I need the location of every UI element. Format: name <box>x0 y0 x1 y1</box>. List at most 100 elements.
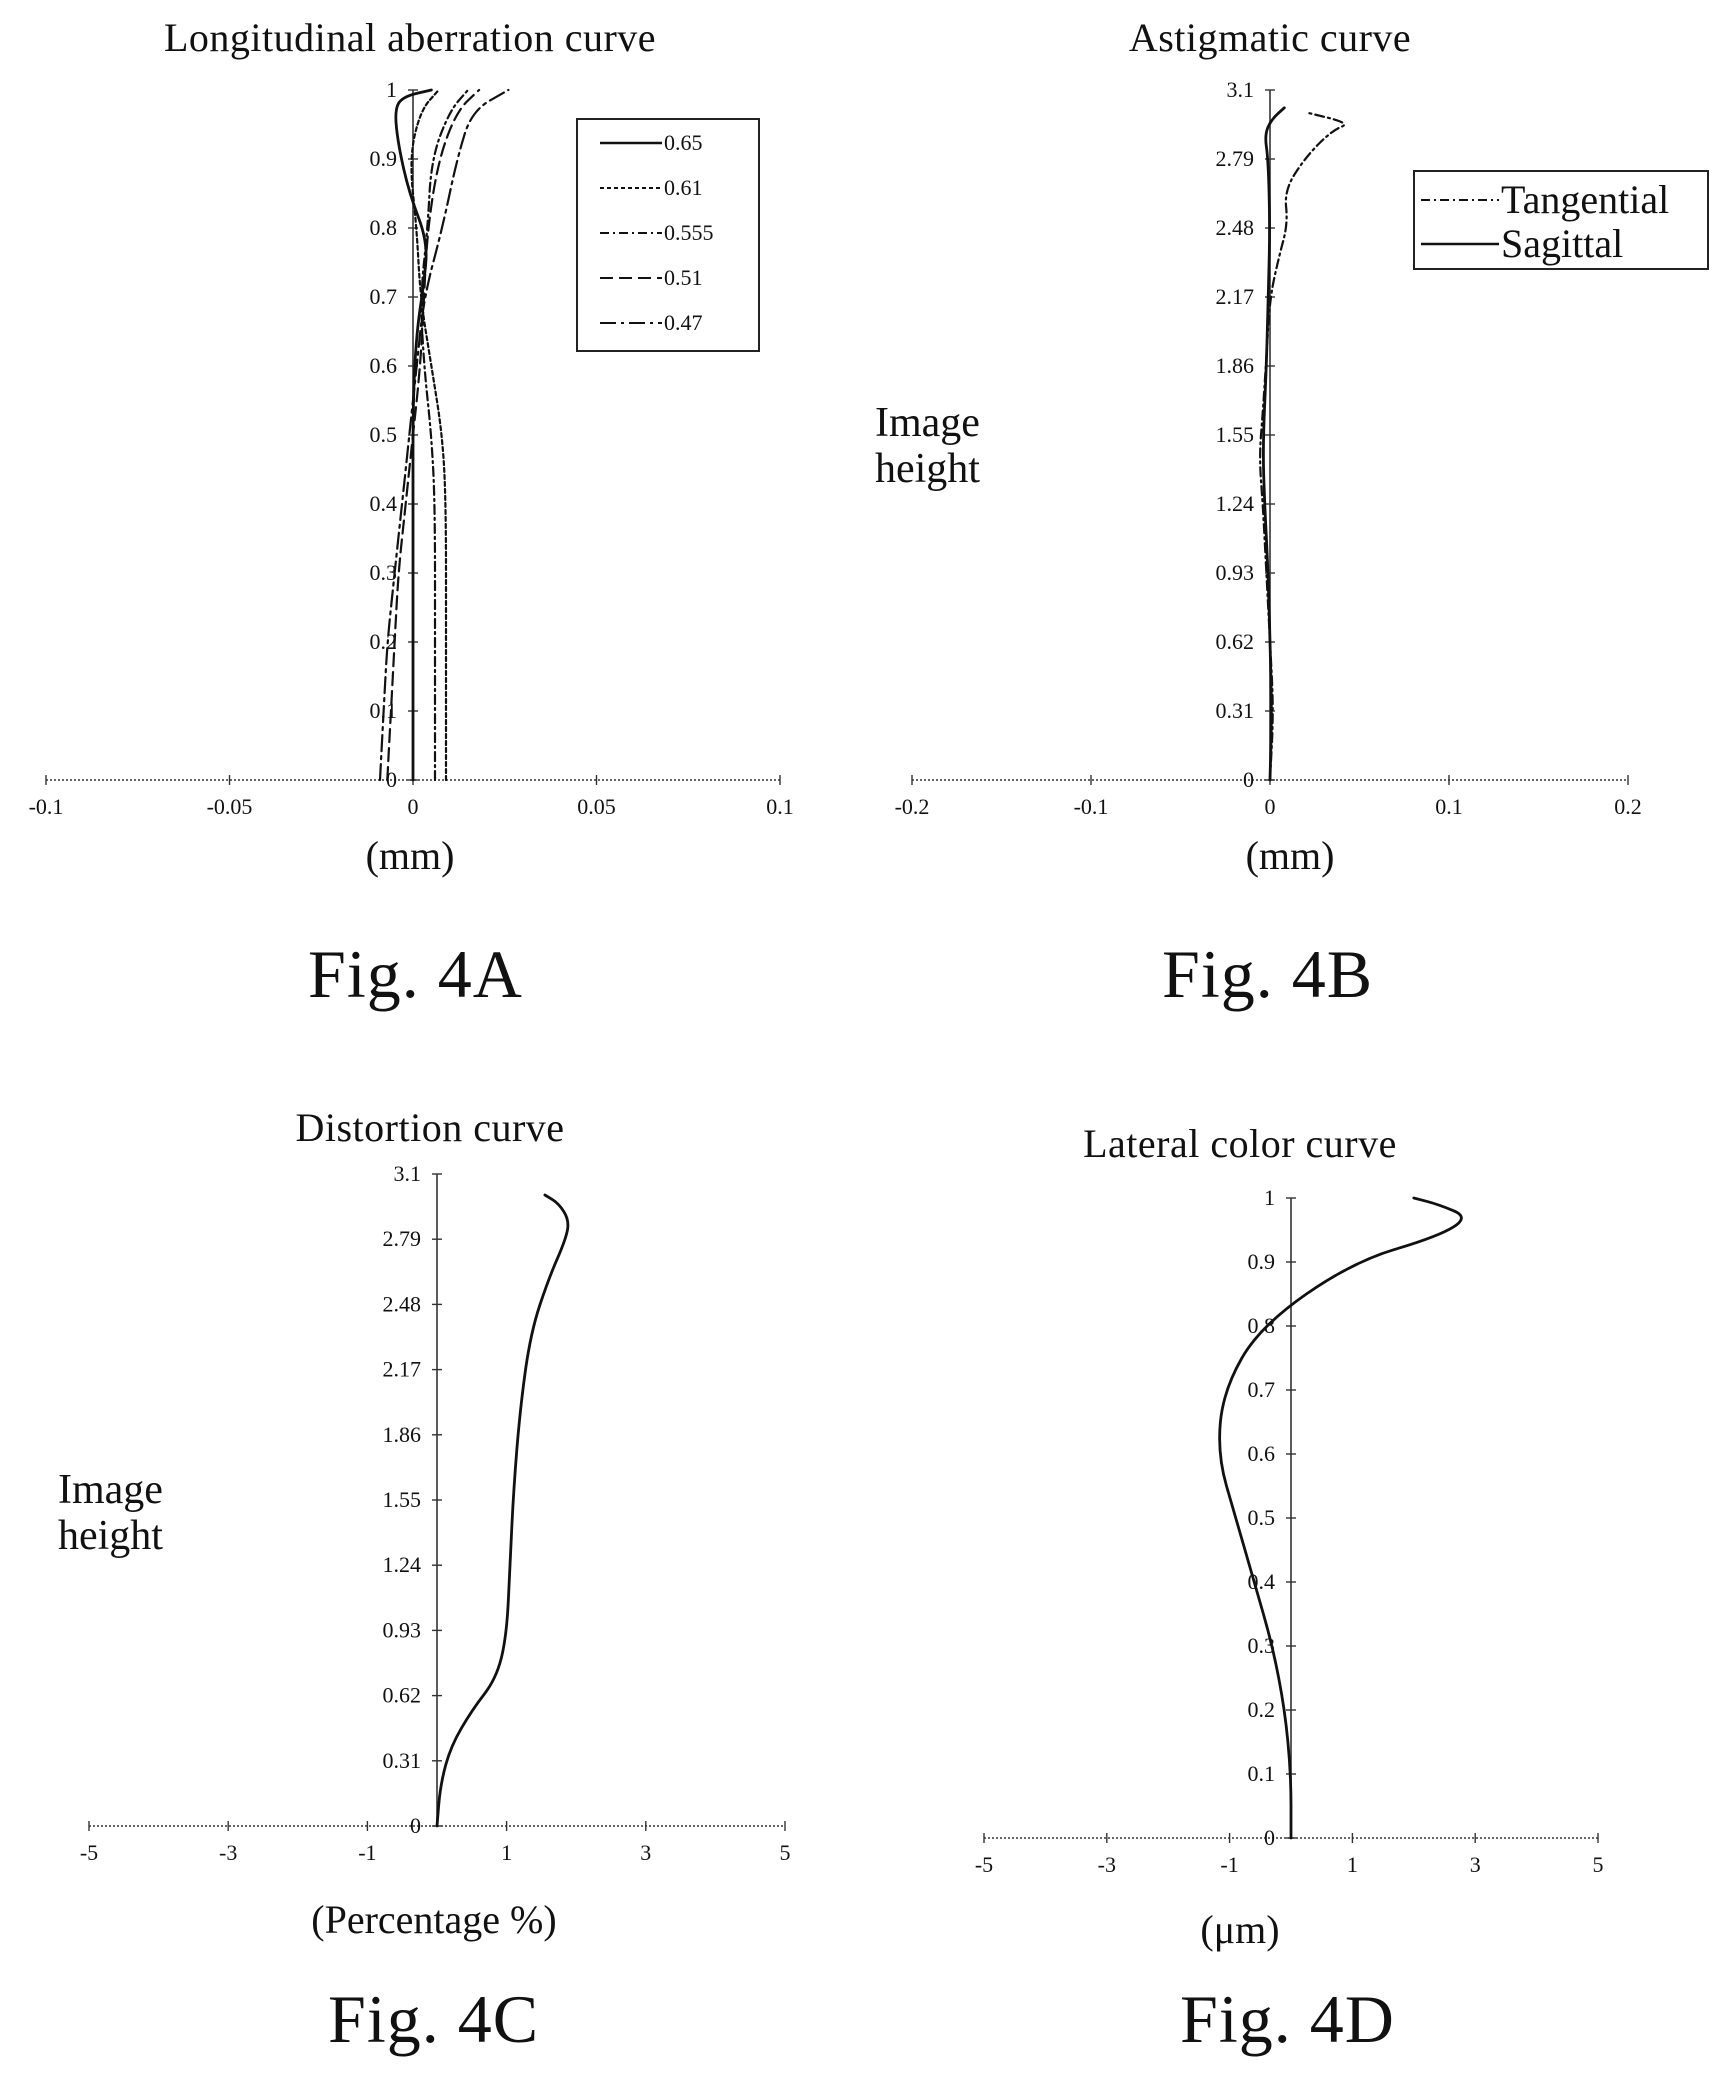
y-tick-label: 1.24 <box>1216 491 1255 516</box>
x-axis-label: (mm) <box>1245 833 1335 878</box>
x-tick-label: 3 <box>1470 1852 1481 1877</box>
series-line-0-65 <box>394 88 433 782</box>
x-tick-label: 3 <box>640 1840 651 1865</box>
y-tick-label: 0 <box>1264 1825 1275 1850</box>
figure-4d-panel: Lateral color curve -5 -3 -1 1 3 5 0 0.1 0.2 0.3 0… <box>860 1040 1733 2087</box>
y-tick-label: 0.3 <box>370 560 398 585</box>
y-tick-label: 0.5 <box>1248 1505 1276 1530</box>
figure-4b-panel: Astigmatic curve -0.2 -0.1 0 0.1 0.2 0 0.31 0.6… <box>860 0 1733 1040</box>
y-tick-label: 0.93 <box>383 1617 422 1642</box>
y-tick-label: 3.1 <box>1227 77 1255 102</box>
astigmatic-plot: -0.2 -0.1 0 0.1 0.2 0 0.31 0.62 0.93 1.24 1.55 1.86… <box>895 77 1642 819</box>
legend-label: 0.555 <box>664 220 714 245</box>
y-tick-label: 1.86 <box>1216 353 1255 378</box>
x-tick-label: 0 <box>408 794 419 819</box>
x-tick-label: 0.05 <box>577 794 616 819</box>
y-tick-label: 1.55 <box>383 1487 422 1512</box>
x-tick-label: -5 <box>80 1840 98 1865</box>
y-tick-label: 0.5 <box>370 422 398 447</box>
x-tick-label: -0.1 <box>29 794 64 819</box>
y-tick-label: 3.1 <box>394 1161 422 1186</box>
x-tick-label: 0.1 <box>766 794 794 819</box>
y-tick-label: 0.31 <box>383 1748 422 1773</box>
legend-label: Tangential <box>1501 177 1670 222</box>
y-tick-label: 0 <box>410 1813 421 1838</box>
legend-label: 0.51 <box>664 265 703 290</box>
series-line-0-555 <box>420 88 470 782</box>
y-tick-label: 2.48 <box>383 1291 422 1316</box>
figure-4a-panel: Longitudinal aberration curve -0.1 -0.05 0… <box>0 0 860 1040</box>
y-tick-label: 2.17 <box>1216 284 1255 309</box>
lateral-color-plot: -5 -3 -1 1 3 500.10.20.30.40.50.60.70.80.91 <box>975 1185 1604 1877</box>
y-tick-label: 2.48 <box>1216 215 1255 240</box>
x-tick-label: -0.2 <box>895 794 930 819</box>
y-tick-label: 0.93 <box>1216 560 1255 585</box>
legend-label: Sagittal <box>1501 221 1624 266</box>
figure-caption: Fig. 4A <box>308 936 523 1012</box>
x-axis-label: (Percentage %) <box>311 1897 557 1942</box>
chart-title: Distortion curve <box>295 1105 565 1150</box>
y-tick-label: 0 <box>1243 767 1254 792</box>
legend-item: 0.47 <box>598 308 703 338</box>
legend-item: 0.65 <box>598 128 703 158</box>
legend: Tangential Sagittal <box>1413 170 1709 270</box>
series-line-sagittal <box>1262 106 1286 782</box>
series-line-curve-0 <box>1218 1196 1463 1840</box>
x-tick-label: 0.1 <box>1435 794 1463 819</box>
y-tick-label: 1 <box>1264 1185 1275 1210</box>
x-tick-label: 1 <box>1347 1852 1358 1877</box>
series-line-0-61 <box>410 88 448 782</box>
y-tick-label: 0 <box>386 767 397 792</box>
x-tick-label: 5 <box>780 1840 791 1865</box>
x-axis-label: (μm) <box>1200 1907 1280 1952</box>
y-tick-label: 2.17 <box>383 1357 422 1382</box>
legend: 0.65 0.61 0.555 0.51 0.47 <box>576 118 760 352</box>
x-tick-label: -0.05 <box>207 794 253 819</box>
y-tick-label: 0.7 <box>370 284 398 309</box>
longitudinal-aberration-plot: -0.1 -0.05 0 0.05 0.100.10.20.30.40.50.60.70… <box>29 77 794 819</box>
x-tick-label: 5 <box>1593 1852 1604 1877</box>
chart-title: Longitudinal aberration curve <box>163 15 657 60</box>
legend-label: 0.65 <box>664 130 703 155</box>
y-tick-label: 1.24 <box>383 1552 422 1577</box>
y-tick-label: 0.4 <box>370 491 398 516</box>
x-tick-label: -0.1 <box>1074 794 1109 819</box>
series-line-0-51 <box>386 88 481 782</box>
x-tick-label: 0 <box>1265 794 1276 819</box>
figure-caption: Fig. 4B <box>1162 936 1374 1012</box>
legend-item: Tangential <box>1419 176 1669 223</box>
legend-item: 0.555 <box>598 218 714 248</box>
legend-item: Sagittal <box>1419 220 1623 267</box>
x-tick-label: -5 <box>975 1852 993 1877</box>
y-tick-label: 0.6 <box>1248 1441 1276 1466</box>
y-tick-label: 2.79 <box>383 1226 422 1251</box>
y-tick-label: 2.79 <box>1216 146 1255 171</box>
y-tick-label: 0.9 <box>1248 1249 1276 1274</box>
y-tick-label: 0.9 <box>370 146 398 171</box>
x-axis-label: (mm) <box>365 833 455 878</box>
y-tick-label: 1.86 <box>383 1422 422 1447</box>
y-tick-label: 0.62 <box>1216 629 1255 654</box>
figure-caption: Fig. 4D <box>1180 1981 1395 2057</box>
y-tick-label: 0.62 <box>383 1683 422 1708</box>
legend-item: 0.51 <box>598 263 703 293</box>
y-tick-label: 0.1 <box>1248 1761 1276 1786</box>
y-tick-label: 0.2 <box>370 629 398 654</box>
y-tick-label: 0.2 <box>1248 1697 1276 1722</box>
series-line-curve-0 <box>435 1193 570 1828</box>
series-line-0-47 <box>378 88 510 782</box>
figure-4c-panel: Distortion curve -5 -3 -1 1 3 5 0 0.31 0.62 0.93 1… <box>0 1040 860 2087</box>
series-line-tangential <box>1259 111 1346 782</box>
y-tick-label: 0.6 <box>370 353 398 378</box>
legend-item: 0.61 <box>598 173 703 203</box>
x-tick-label: -1 <box>358 1840 376 1865</box>
legend-label: 0.61 <box>664 175 703 200</box>
x-tick-label: -3 <box>219 1840 237 1865</box>
x-tick-label: -3 <box>1098 1852 1116 1877</box>
legend-label: 0.47 <box>664 310 703 335</box>
y-tick-label: 1.55 <box>1216 422 1255 447</box>
chart-title: Astigmatic curve <box>1128 15 1412 60</box>
distortion-plot: -5 -3 -1 1 3 5 0 0.31 0.62 0.93 1.24 1.55 1.86 2.17 2.… <box>80 1161 791 1865</box>
y-axis-label: Image height <box>875 400 980 492</box>
chart-title: Lateral color curve <box>1083 1121 1397 1166</box>
